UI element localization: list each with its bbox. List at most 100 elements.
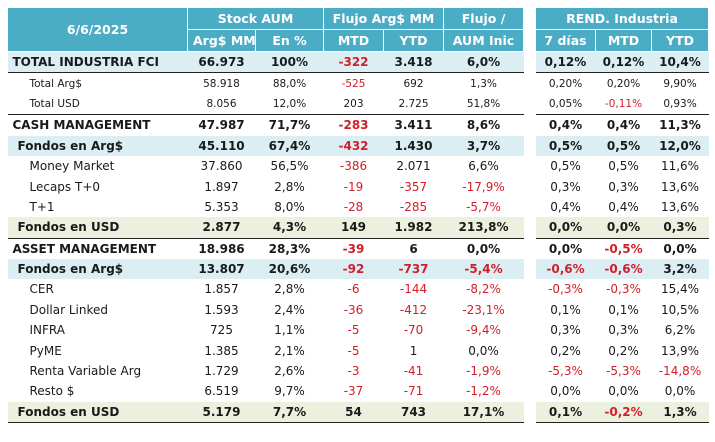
rend-mtd-cell: 0,3% [608,179,639,194]
rend-row: -0,6% -0,6% 3,2% [535,258,709,280]
flujo-mtd-cell: 54 [323,401,384,424]
flujo-aum-cell: 1,3% [470,77,497,90]
rend-ytd-cell: 1,3% [651,401,709,424]
table-row: CER 1.857 2,8% -6 -144 -8,2% [8,279,524,299]
stock-aum-header: Stock AUM [187,7,324,30]
flujo-aum-header-2: AUM Inic [443,29,525,52]
flujo-ytd-cell: 3.411 [383,114,444,136]
rend-ytd-cell: 13,9% [660,343,700,358]
rend-7d-cell: 0,05% [548,97,583,110]
flujo-mtd-cell: -39 [323,237,384,259]
rend-7d-cell: 0,2% [550,343,581,358]
rend-7d-cell: 0,4% [550,199,581,214]
rend-ytd-cell: -14,8% [658,364,702,379]
rend-mtd-cell: 0,4% [595,114,652,136]
flujo-mtd-cell: -28 [343,199,364,214]
ytd-header: YTD [382,29,445,52]
rend-mtd-cell: 0,5% [608,159,639,174]
rend-ytd-cell: 6,2% [664,323,696,338]
stock-pct-cell: 56,5% [270,159,309,174]
flujo-aum-cell: -1,2% [466,384,501,399]
table-row: CASH MANAGEMENT 47.987 71,7% -283 3.411 8,6% [7,114,524,136]
rend-ytd-cell: 10,5% [660,302,700,317]
table-row: T+1 5.353 8,0% -28 -285 -5,7% [8,197,524,217]
table-row: TOTAL INDUSTRIA FCI 66.973 100% -322 3.418 6,… [7,50,524,74]
table-row: Fondos en Arg$ 45.110 67,4% -432 1.430 3,7% [7,135,524,156]
rend-header: REND. Industria [535,7,709,30]
stock-arg-cell: 66.973 [187,50,256,74]
flujo-ytd-cell: -285 [399,199,428,214]
flujo-mtd-cell: -5 [347,323,360,338]
mtd-header: MTD [323,29,384,52]
flujo-aum-cell: -5,7% [466,199,501,214]
rend-mtd-cell: 0,12% [595,50,652,74]
flujo-mtd-cell: -92 [323,258,384,280]
flujo-ytd-cell: 692 [403,77,424,90]
rend-row: 0,4% 0,4% 13,6% [536,197,709,217]
table-row: Fondos en Arg$ 13.807 20,6% -92 -737 -5,4% [7,258,524,280]
flujo-mtd-cell: -36 [343,302,364,317]
table-row: Resto $ 6.519 9,7% -37 -71 -1,2% [8,381,524,401]
rend-ytd-cell: 3,2% [651,258,709,280]
rend-row: 0,0% 0,0% 0,3% [535,217,709,239]
flujo-ytd-cell: -737 [383,258,444,280]
row-label: Renta Variable Arg [29,364,142,379]
row-label: Dollar Linked [29,302,109,317]
row-label: Fondos en Arg$ [7,135,188,156]
table-row: Total Arg$ 58.918 88,0% -525 692 1,3% [8,73,524,94]
rend-row: 0,20% 0,20% 9,90% [536,73,709,94]
rend-7d-cell: 0,3% [550,179,581,194]
row-label: PyME [29,343,62,358]
table-row: Fondos en USD 2.877 4,3% 149 1.982 213,8% [7,217,524,239]
row-label: ASSET MANAGEMENT [7,237,188,259]
stock-pct-cell: 12,0% [272,97,307,110]
flujo-ytd-cell: 1 [409,343,418,358]
rend-7d-cell: 0,20% [548,77,583,90]
stock-arg-cell: 5.179 [187,401,256,424]
flujo-ytd-cell: 743 [383,401,444,424]
rend-7d-cell: 0,5% [550,159,581,174]
flujo-ytd-cell: 2.725 [398,97,429,110]
flujo-aum-cell: 6,0% [443,50,524,74]
rend-row: 0,3% 0,3% 13,6% [536,176,709,196]
row-label: Resto $ [29,384,75,399]
row-label: Fondos en USD [7,217,188,239]
flujo-mtd-cell: -5 [347,343,360,358]
stock-pct-cell: 2,1% [274,343,305,358]
flujo-ytd-cell: -41 [403,364,424,379]
rend-mtd-cell: 0,4% [608,199,639,214]
flujo-mtd-cell: -322 [323,50,384,74]
flujo-aum-cell: -1,9% [466,364,501,379]
rend-row: 0,12% 0,12% 10,4% [535,50,709,74]
stock-arg-cell: 1.857 [204,282,239,297]
flujo-ytd-cell: 3.418 [383,50,444,74]
flujo-aum-cell: -9,4% [466,323,501,338]
row-label: Fondos en Arg$ [7,258,188,280]
rend-ytd-cell: 0,0% [651,237,709,259]
rend-mtd-cell: 0,20% [606,77,641,90]
stock-arg-cell: 8.056 [206,97,237,110]
rend-mtd-cell: 0,0% [608,384,639,399]
rend-ytd-cell: 0,3% [651,217,709,239]
row-label: CER [29,282,54,297]
table-row: Total USD 8.056 12,0% 203 2.725 51,8% [8,94,524,115]
rend-7d-cell: 0,12% [535,50,596,74]
rend-ytd-header: YTD [651,29,709,52]
table-row: ASSET MANAGEMENT 18.986 28,3% -39 6 0,0% [7,237,524,259]
row-label: Total USD [29,97,80,110]
stock-pct-cell: 1,1% [274,323,305,338]
rend-ytd-cell: 9,90% [663,77,697,90]
rend-row: 0,3% 0,3% 6,2% [536,320,709,340]
stock-arg-cell: 1.897 [204,179,239,194]
stock-pct-cell: 2,4% [274,302,305,317]
report-date: 6/6/2025 [7,7,188,52]
rend-row: 0,0% 0,0% 0,0% [536,381,709,401]
rend-row: -5,3% -5,3% -14,8% [536,361,709,381]
flujo-aum-cell: 17,1% [443,401,524,424]
row-label: Fondos en USD [7,401,188,424]
rend-ytd-cell: 12,0% [651,135,709,156]
row-label: CASH MANAGEMENT [7,114,188,136]
rend-7d-cell: -0,3% [548,282,583,297]
rend-mtd-cell: 0,2% [608,343,639,358]
stock-pct-cell: 28,3% [255,237,324,259]
